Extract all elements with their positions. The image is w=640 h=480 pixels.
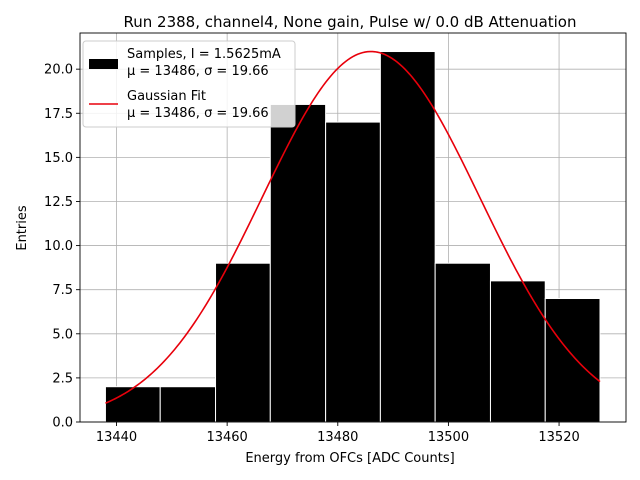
y-tick-label: 20.0 [44, 63, 73, 78]
y-tick-label: 2.5 [52, 371, 73, 386]
plot-frame [79, 32, 627, 423]
y-tick-label: 7.5 [52, 283, 73, 298]
y-tick-label: 15.0 [44, 151, 73, 166]
legend-samples-mu: μ = 13486, [127, 64, 204, 79]
legend: Samples, I = 1.5625mA μ = 13486, σ = 19.… [82, 40, 296, 128]
histogram-bar [269, 103, 327, 423]
x-axis-label: Energy from OFCs [ADC Counts] [245, 451, 454, 466]
histogram-bar [215, 262, 271, 423]
histogram-bar [104, 386, 161, 423]
legend-samples-sigma: σ = 19.66 [204, 64, 269, 79]
x-tick-label: 13440 [96, 430, 137, 445]
histogram-bar [159, 386, 217, 423]
histogram-bar [379, 51, 436, 423]
x-tick-label: 13500 [428, 430, 469, 445]
legend-fit-mu: μ = 13486, [127, 106, 204, 121]
histogram-bars [104, 51, 601, 423]
y-tick-label: 17.5 [44, 107, 73, 122]
y-tick-label: 12.5 [44, 195, 73, 210]
y-tick-label: 10.0 [44, 239, 73, 254]
y-axis-ticks: 0.0 2.5 5.0 7.5 10.0 12.5 15.0 17.5 20.0 [44, 63, 80, 431]
chart-title: Run 2388, channel4, None gain, Pulse w/ … [124, 13, 577, 31]
y-tick-label: 0.0 [52, 416, 73, 431]
y-tick-label: 5.0 [52, 327, 73, 342]
x-tick-label: 13460 [206, 430, 247, 445]
x-axis-ticks: 13440 13460 13480 13500 13520 [96, 422, 580, 445]
legend-fit-sigma: σ = 19.66 [204, 106, 269, 121]
gaussian-fit-curve [105, 50, 601, 404]
legend-fit-stats: μ = 13486, σ = 19.66 [127, 106, 269, 121]
histogram-bar [544, 298, 601, 423]
x-tick-label: 13520 [538, 430, 579, 445]
histogram-bar [325, 121, 381, 423]
legend-samples-label: Samples, I = 1.5625mA [127, 47, 281, 62]
legend-frame [82, 40, 296, 128]
histogram-bar [434, 262, 491, 423]
legend-samples-swatch [89, 59, 118, 69]
legend-samples-stats: μ = 13486, σ = 19.66 [127, 64, 269, 79]
x-tick-label: 13480 [317, 430, 358, 445]
y-axis-label: Entries [15, 205, 30, 251]
histogram-bar [489, 280, 546, 423]
legend-fit-label: Gaussian Fit [127, 89, 206, 104]
